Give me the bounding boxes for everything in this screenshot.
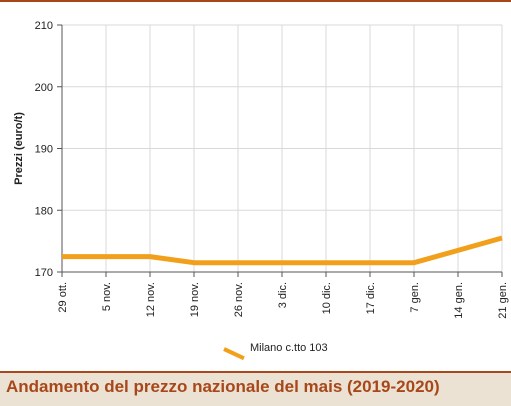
x-tick-label-3: 19 nov.	[189, 282, 201, 317]
y-tick-labels: 170 180 190 200 210	[35, 20, 53, 279]
top-rule	[0, 0, 511, 2]
x-tick-label-4: 26 nov.	[233, 282, 245, 317]
y-tick-label-190: 190	[35, 144, 53, 156]
price-line-chart: 170 180 190 200 210 29 ott. 5 nov. 12 nov. 19 n…	[13, 20, 509, 319]
legend-swatch-milano	[224, 341, 244, 355]
x-tick-label-6: 10 dic.	[321, 282, 333, 314]
x-tick-labels: 29 ott. 5 nov. 12 nov. 19 nov. 26 nov. 3 dic.…	[57, 282, 509, 319]
x-tick-label-10: 21 gen.	[497, 282, 509, 319]
axes	[57, 24, 503, 277]
y-tick-label-180: 180	[35, 205, 53, 217]
x-tick-label-9: 14 gen.	[453, 282, 465, 319]
x-tick-label-1: 5 nov.	[101, 282, 113, 311]
y-tick-label-210: 210	[35, 20, 53, 32]
legend: Milano c.tto 103	[224, 341, 328, 355]
x-tick-label-8: 7 gen.	[409, 282, 421, 313]
x-tick-label-2: 12 nov.	[145, 282, 157, 317]
y-tick-label-170: 170	[35, 267, 53, 279]
legend-label-milano: Milano c.tto 103	[250, 342, 328, 354]
y-tick-label-200: 200	[35, 82, 53, 94]
chart-caption: Andamento del prezzo nazionale del mais …	[6, 377, 440, 396]
grid-lines	[62, 24, 503, 272]
x-tick-label-5: 3 dic.	[277, 282, 289, 308]
series-lines	[62, 235, 503, 266]
series-line-0	[62, 235, 503, 266]
caption-bar: Andamento del prezzo nazionale del mais …	[0, 371, 511, 406]
x-tick-label-0: 29 ott.	[57, 282, 69, 313]
x-tick-label-7: 17 dic.	[365, 282, 377, 314]
y-axis-label: Prezzi (euro/t)	[13, 112, 25, 185]
